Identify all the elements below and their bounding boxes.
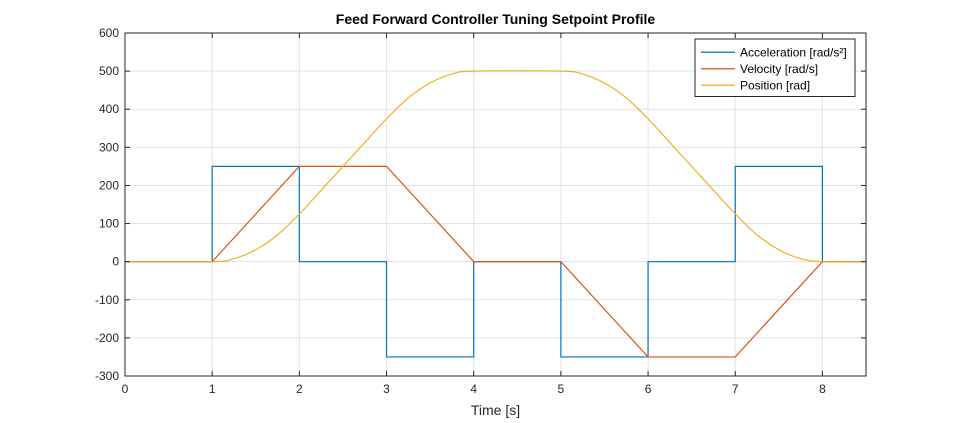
series-line-velocity [125,165,866,358]
axis-ticks [124,32,866,377]
legend-label: Position [rad] [740,78,810,92]
y-tick-label: 200 [99,178,119,192]
legend: Acceleration [rad/s²] Velocity [rad/s] Pos… [694,38,856,97]
x-tick-label: 8 [819,382,826,396]
axes-box [124,32,867,377]
y-tick-label: -200 [95,331,119,345]
y-tick-label: -300 [95,369,119,383]
legend-box [694,38,856,97]
y-tick-label: 100 [99,217,119,231]
x-tick-label: 7 [732,382,739,396]
y-tick-labels: -300 -200 -100 0 100 200 300 400 500 600 [95,26,119,383]
y-tick-label: 0 [112,255,119,269]
legend-label: Velocity [rad/s] [740,62,818,76]
x-tick-labels: 0 1 2 3 4 5 6 7 8 [122,382,826,396]
x-tick-label: 4 [470,382,477,396]
y-tick-label: 300 [99,140,119,154]
x-tick-label: 6 [645,382,652,396]
legend-label: Acceleration [rad/s²] [740,45,847,59]
x-tick-label: 1 [209,382,216,396]
x-tick-label: 2 [296,382,303,396]
x-tick-label: 0 [122,382,129,396]
series-line-position [125,70,867,263]
y-tick-label: 500 [99,64,119,78]
x-tick-label: 5 [558,382,565,396]
y-tick-label: -100 [95,293,119,307]
y-tick-label: 400 [99,102,119,116]
plot-series [125,70,867,358]
chart-title: Feed Forward Controller Tuning Setpoint … [336,11,656,27]
x-tick-label: 3 [383,382,390,396]
y-tick-label: 600 [99,26,119,40]
x-axis-title: Time [s] [471,402,520,418]
